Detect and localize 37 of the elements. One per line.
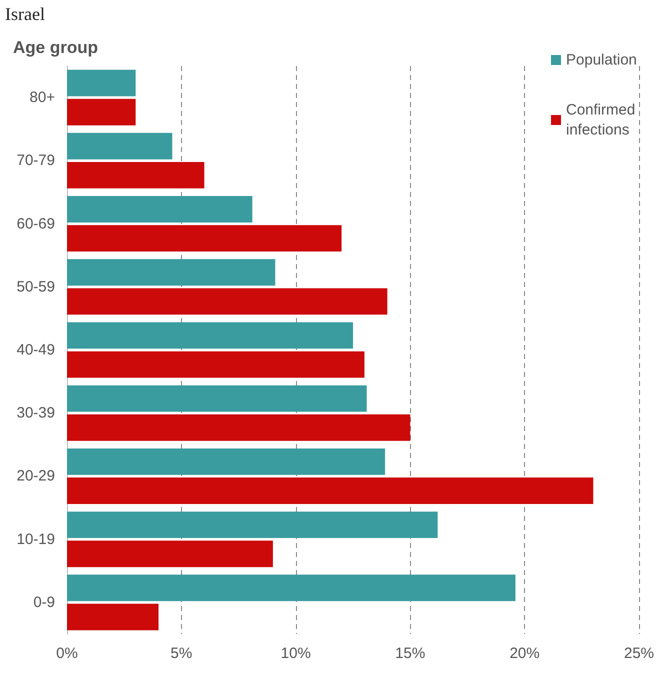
bar (67, 162, 204, 188)
y-tick-label: 20-29 (16, 468, 55, 485)
x-tick-label: 10% (280, 645, 311, 662)
y-tick-label: 30-39 (16, 404, 55, 422)
y-axis-title: Age group (13, 38, 98, 57)
bar (67, 448, 386, 475)
x-tick-label: 0% (56, 645, 78, 662)
bar (67, 540, 273, 568)
y-tick-label: 40-49 (16, 342, 55, 358)
bar (67, 196, 252, 222)
y-tick-label: 60-69 (16, 215, 55, 232)
bar (67, 98, 136, 126)
bar (67, 414, 410, 441)
bar (67, 604, 159, 630)
legend-label: Confirmed infections (566, 102, 640, 138)
bar (67, 70, 136, 96)
x-tick-label: 5% (170, 645, 192, 662)
y-tick-label: 10-19 (16, 530, 55, 548)
x-tick-label: 20% (510, 645, 540, 662)
y-tick-label: 70-79 (16, 152, 55, 170)
bar (67, 574, 516, 602)
bar (67, 288, 388, 315)
x-tick-label: 25% (624, 645, 654, 662)
bar (67, 132, 172, 160)
bar (67, 322, 353, 349)
bar (67, 385, 367, 412)
y-tick-label: 80+ (30, 89, 56, 106)
bar (67, 478, 594, 504)
y-tick-label: 0-9 (33, 594, 55, 611)
y-tick-label: 50-59 (16, 278, 55, 296)
bar (67, 259, 276, 286)
legend-label: Population (566, 52, 637, 68)
x-tick-label: 15% (395, 645, 426, 662)
bar (67, 225, 342, 252)
chart-title: Israel (5, 4, 45, 24)
bar (67, 351, 364, 378)
bar (67, 512, 438, 538)
